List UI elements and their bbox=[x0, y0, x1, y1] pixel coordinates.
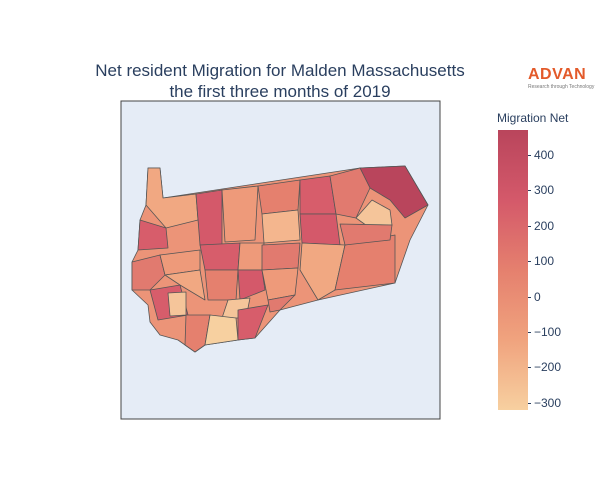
region-c2 bbox=[299, 213, 341, 246]
colorbar-tick: 0 bbox=[528, 290, 541, 304]
region-s2 bbox=[237, 269, 266, 301]
region-e2 bbox=[339, 223, 393, 246]
region-w5 bbox=[164, 269, 206, 301]
region-n3 bbox=[257, 179, 301, 215]
logo-tagline: Research through Technology bbox=[528, 84, 595, 90]
region-w2 bbox=[131, 254, 166, 291]
advan-logo: ADVAN Research through Technology bbox=[528, 66, 598, 90]
region-n5 bbox=[329, 167, 371, 219]
chart-title: Net resident Migration for Malden Massac… bbox=[40, 60, 520, 102]
region-s1 bbox=[204, 269, 239, 301]
region-c5 bbox=[261, 242, 301, 271]
colorbar-tick: 200 bbox=[527, 219, 554, 233]
colorbar-tick: 300 bbox=[527, 183, 554, 197]
colorbar-tick: 400 bbox=[527, 148, 554, 162]
region-sw bbox=[184, 314, 211, 353]
region-c3 bbox=[199, 242, 241, 271]
region-n1 bbox=[195, 189, 223, 246]
region-c4 bbox=[237, 242, 265, 271]
title-line-1: Net resident Migration for Malden Massac… bbox=[95, 61, 465, 80]
region-n2 bbox=[221, 185, 259, 243]
region-c1 bbox=[261, 209, 301, 244]
colorbar-tick: −100 bbox=[527, 325, 561, 339]
region-s4 bbox=[237, 304, 269, 341]
colorbar-tick: −300 bbox=[527, 396, 561, 410]
colorbar bbox=[498, 130, 528, 410]
region-s-lightest bbox=[204, 314, 239, 346]
region-w1 bbox=[137, 219, 169, 251]
colorbar-tick: 100 bbox=[527, 254, 554, 268]
title-line-2: the first three months of 2019 bbox=[169, 82, 391, 101]
census-blocks bbox=[131, 165, 429, 353]
colorbar-title: Migration Net bbox=[497, 111, 569, 125]
colorbar-tick: −200 bbox=[527, 360, 561, 374]
region-c6 bbox=[299, 242, 346, 301]
logo-word: ADVAN bbox=[528, 66, 587, 83]
region-s5 bbox=[267, 294, 296, 313]
region-w-light bbox=[167, 291, 187, 317]
